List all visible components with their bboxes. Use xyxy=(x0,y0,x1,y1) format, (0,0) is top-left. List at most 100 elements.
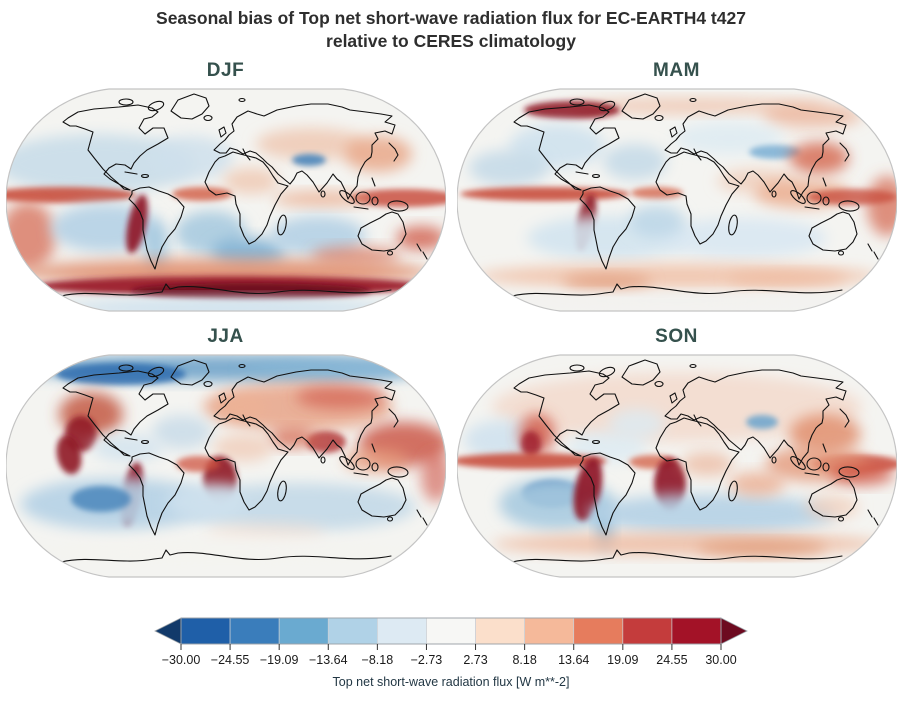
island-outline xyxy=(237,363,246,369)
bias-blob xyxy=(523,101,620,119)
colorbar-segment xyxy=(377,617,427,645)
island-outline xyxy=(591,173,600,179)
island-outline xyxy=(276,214,287,236)
bias-blob xyxy=(348,189,446,207)
panel-title-son: SON xyxy=(655,326,698,347)
bias-blob xyxy=(696,540,827,556)
island-outline xyxy=(370,196,379,206)
map-frame xyxy=(5,88,446,312)
coastline-path xyxy=(387,142,399,162)
island-outline xyxy=(147,100,164,112)
bias-blob xyxy=(70,486,131,512)
island-outline xyxy=(370,462,379,472)
bias-blob xyxy=(804,495,859,519)
island-outline xyxy=(386,466,409,478)
coastlines xyxy=(59,359,428,563)
panel-title-jja: JJA xyxy=(207,326,244,347)
colorbar-segment xyxy=(671,617,722,645)
coastline-path xyxy=(838,408,850,428)
island-outline xyxy=(591,439,600,445)
bias-blob xyxy=(468,150,549,186)
bias-blob xyxy=(656,218,827,258)
coastline-path xyxy=(866,243,879,260)
island-outline xyxy=(354,191,371,205)
island-outline xyxy=(727,214,738,236)
bias-blob xyxy=(748,145,801,159)
figure-title-line1: Seasonal bias of Top net short-wave radi… xyxy=(156,8,746,28)
colorbar-axis-label: Top net short-wave radiation flux [W m**… xyxy=(333,675,570,689)
island-outline xyxy=(140,439,149,445)
bias-blob xyxy=(5,187,136,203)
bias-blob xyxy=(55,298,396,311)
island-outline xyxy=(117,98,134,106)
colorbar-segment xyxy=(573,617,624,645)
colorbar-tick-label: −8.18 xyxy=(362,653,394,667)
colorbar: −30.00 −24.55 −19.09 −13.64 −8.18 −2.73 2.73 8.… xyxy=(154,617,748,689)
bias-blob xyxy=(56,435,81,475)
coastline-path xyxy=(663,369,847,466)
island-outline xyxy=(789,456,806,470)
bias-blob xyxy=(728,472,785,496)
colorbar-under-arrow xyxy=(154,617,182,645)
colorbar-tick-label: 30.00 xyxy=(705,653,736,667)
colorbar-segment xyxy=(180,617,231,645)
figure-title: Seasonal bias of Top net short-wave radi… xyxy=(0,0,902,53)
colorbar-segment xyxy=(426,617,476,645)
colorbar-tick-label: 24.55 xyxy=(656,653,687,667)
coastline-path xyxy=(203,151,289,245)
bias-field xyxy=(459,98,897,309)
coastline-path xyxy=(387,408,399,428)
island-outline xyxy=(276,480,287,502)
bias-blob xyxy=(566,98,827,114)
bias-blob xyxy=(255,128,366,160)
bias-blob xyxy=(520,431,541,457)
coastline-path xyxy=(123,437,138,441)
coastline-path xyxy=(59,283,392,297)
bias-blob xyxy=(210,238,287,266)
island-outline xyxy=(837,466,860,478)
coastline-path xyxy=(578,186,636,270)
bias-blob xyxy=(745,415,778,429)
island-outline xyxy=(837,250,844,256)
coastlines xyxy=(510,359,879,563)
bias-blob xyxy=(171,187,232,201)
colorbar-segment xyxy=(229,617,280,645)
panel-djf: DJF xyxy=(0,53,451,314)
coastline-path xyxy=(370,177,376,187)
coastline-path xyxy=(574,171,589,175)
coastline-path xyxy=(578,452,636,536)
island-outline xyxy=(147,366,164,378)
island-outline xyxy=(202,114,213,122)
colorbar-tick-label: −19.09 xyxy=(260,653,299,667)
coastline-path xyxy=(61,370,169,457)
bias-blob xyxy=(673,122,784,154)
colorbar-frame xyxy=(180,617,722,645)
map-jja xyxy=(5,354,446,578)
island-outline xyxy=(837,200,860,212)
coastline-path xyxy=(510,549,843,563)
island-outline xyxy=(202,380,213,388)
coastline-path xyxy=(574,437,589,441)
coastline-path xyxy=(654,151,740,245)
panel-title-djf: DJF xyxy=(206,60,245,81)
bias-blob xyxy=(788,142,849,174)
panel-grid: DJF MAM JJA SON xyxy=(0,53,902,580)
bias-blob xyxy=(272,191,369,207)
coastline-path xyxy=(821,443,827,453)
island-outline xyxy=(653,380,664,388)
island-outline xyxy=(354,457,371,471)
bias-blob xyxy=(602,144,667,180)
bias-blob xyxy=(573,457,602,521)
island-outline xyxy=(789,190,806,204)
bias-blob xyxy=(680,452,733,476)
panel-title-mam: MAM xyxy=(653,60,700,81)
coastline-path xyxy=(510,283,843,297)
coastline-path xyxy=(169,359,210,386)
coastline-path xyxy=(61,104,169,191)
coastline-path xyxy=(352,472,369,476)
colorbar-segment xyxy=(475,617,525,645)
bias-blob xyxy=(269,216,366,256)
bias-blob xyxy=(222,168,279,194)
coastline-path xyxy=(668,392,678,404)
bias-blob xyxy=(561,274,652,290)
